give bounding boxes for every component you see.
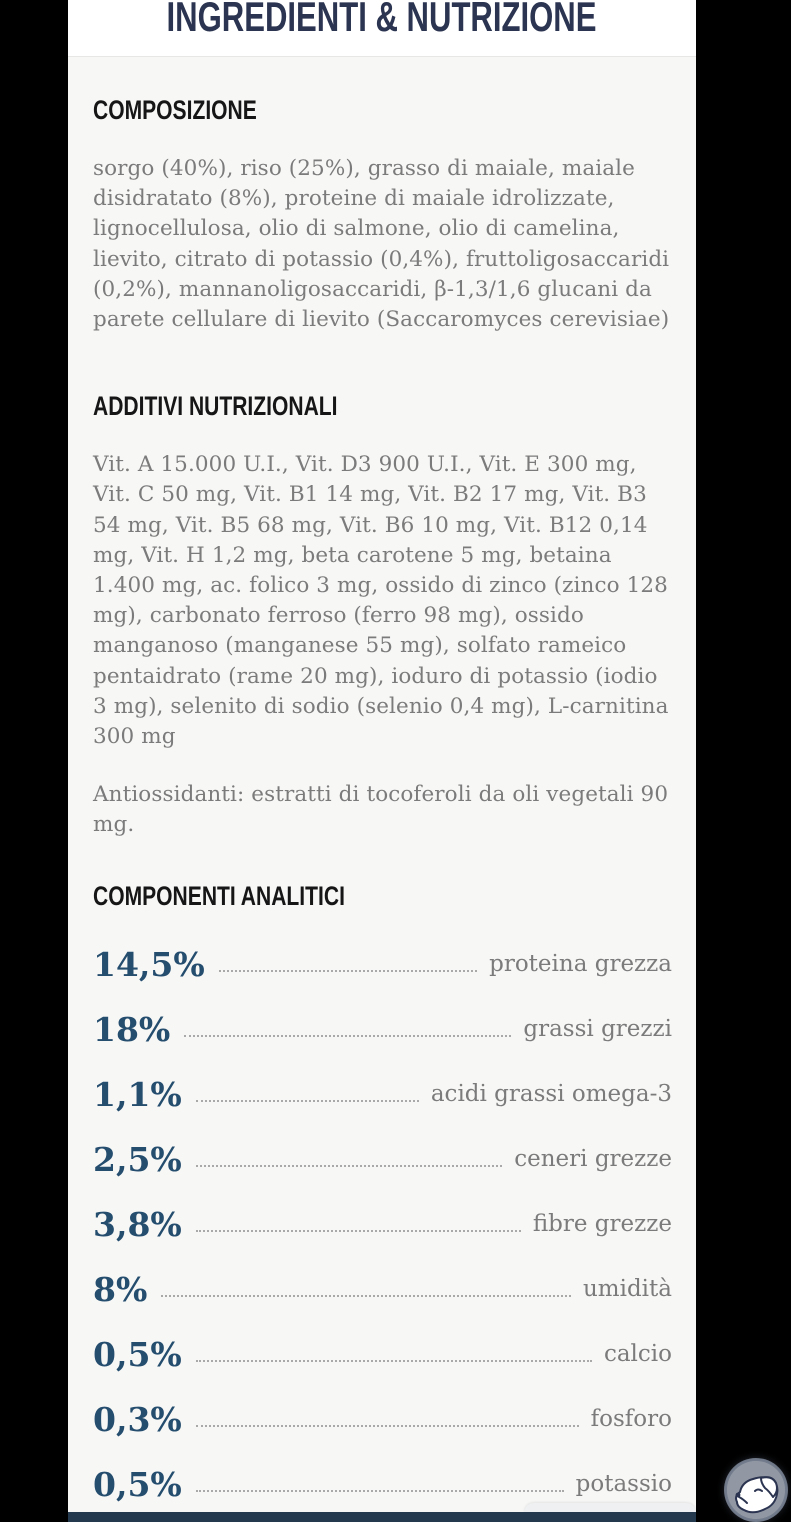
- analytic-row: 1,1% acidi grassi omega-3: [93, 1062, 672, 1127]
- analytic-components-list: 14,5% proteina grezza 18% grassi grezzi …: [93, 932, 672, 1522]
- dotted-leader: [218, 970, 478, 973]
- dotted-leader: [184, 1035, 512, 1038]
- page-title: INGREDIENTI & NUTRIZIONE: [167, 0, 597, 40]
- analytic-value: 0,3%: [93, 1399, 182, 1439]
- analytic-value: 2,5%: [93, 1139, 182, 1179]
- analytic-value: 1,1%: [93, 1074, 182, 1114]
- analytic-row: 0,5% calcio: [93, 1322, 672, 1387]
- bottom-navy-bar: [68, 1512, 696, 1522]
- composizione-heading: COMPOSIZIONE: [93, 95, 257, 125]
- analytic-value: 8%: [93, 1269, 148, 1309]
- analytic-row: 0,3% fosforo: [93, 1387, 672, 1452]
- analytic-label: umidità: [582, 1276, 672, 1303]
- analytic-label: ceneri grezze: [514, 1146, 672, 1173]
- analytic-value: 0,5%: [93, 1464, 182, 1504]
- analytic-label: calcio: [603, 1341, 672, 1368]
- dotted-leader: [195, 1100, 419, 1103]
- content-area: COMPOSIZIONE sorgo (40%), riso (25%), gr…: [68, 95, 696, 1522]
- analytic-row: 14,5% proteina grezza: [93, 932, 672, 997]
- dotted-leader: [195, 1490, 564, 1493]
- analytic-label: potassio: [575, 1471, 672, 1498]
- dog-head-icon: [727, 1461, 785, 1519]
- analytic-label: proteina grezza: [489, 951, 672, 978]
- bottom-peek-card[interactable]: [524, 1503, 696, 1513]
- additivi-heading: ADDITIVI NUTRIZIONALI: [93, 391, 338, 422]
- analytic-label: fosforo: [590, 1406, 672, 1433]
- analytic-label: grassi grezzi: [523, 1016, 672, 1043]
- section-title-band: INGREDIENTI & NUTRIZIONE: [68, 0, 696, 57]
- antiossidanti-text: Antiossidanti: estratti di tocoferoli da…: [93, 782, 669, 838]
- analytic-row: 0,5% potassio: [93, 1452, 672, 1517]
- product-info-panel: INGREDIENTI & NUTRIZIONE COMPOSIZIONE so…: [68, 0, 696, 1522]
- dotted-leader: [195, 1230, 521, 1233]
- analytic-row: 2,5% ceneri grezze: [93, 1127, 672, 1192]
- analytic-value: 3,8%: [93, 1204, 182, 1244]
- analytic-value: 0,5%: [93, 1334, 182, 1374]
- analytic-label: acidi grassi omega-3: [430, 1081, 672, 1108]
- analytic-row: 3,8% fibre grezze: [93, 1192, 672, 1257]
- analytic-row: 18% grassi grezzi: [93, 997, 672, 1062]
- dotted-leader: [161, 1295, 571, 1298]
- analytic-row: 8% umidità: [93, 1257, 672, 1322]
- analytic-value: 14,5%: [93, 944, 205, 984]
- additivi-text: Vit. A 15.000 U.I., Vit. D3 900 U.I., Vi…: [93, 452, 669, 750]
- analytic-value: 18%: [93, 1009, 171, 1049]
- dotted-leader: [195, 1165, 503, 1168]
- componenti-heading: COMPONENTI ANALITICI: [93, 880, 345, 911]
- dotted-leader: [195, 1425, 579, 1428]
- chat-widget-button[interactable]: [727, 1461, 785, 1519]
- composizione-text: sorgo (40%), riso (25%), grasso di maial…: [93, 156, 670, 333]
- analytic-label: fibre grezze: [532, 1211, 672, 1238]
- dotted-leader: [195, 1360, 592, 1363]
